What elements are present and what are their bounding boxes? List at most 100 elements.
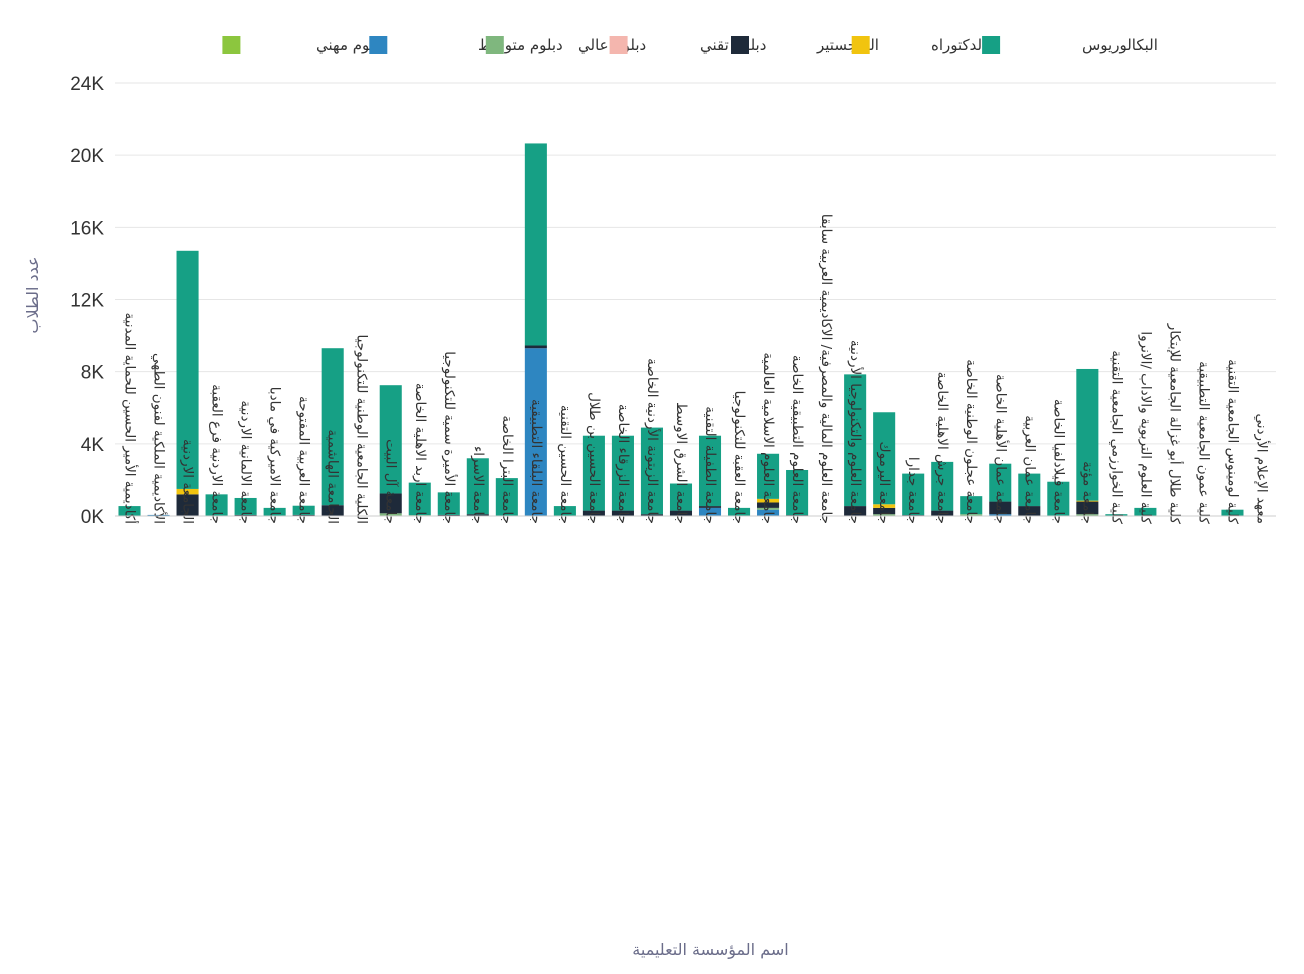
- bar-segment[interactable]: [176, 250, 199, 489]
- legend-swatch[interactable]: [982, 36, 1001, 54]
- legend-swatch[interactable]: [609, 36, 628, 54]
- bar-segment[interactable]: [234, 514, 257, 516]
- x-tick-label: كلية طلال أبو غزالة الجامعية للإبتكار: [1166, 323, 1184, 525]
- legend-swatch[interactable]: [731, 36, 749, 54]
- x-tick-label: جامعة فيلادلفيا الخاصة: [1050, 399, 1066, 524]
- bar-segment[interactable]: [611, 435, 634, 511]
- gridlines: [115, 82, 1276, 445]
- bars: [118, 143, 1244, 516]
- bar-segment[interactable]: [321, 348, 344, 506]
- bar-segment[interactable]: [437, 514, 460, 516]
- bar-segment[interactable]: [786, 469, 809, 516]
- bar-segment[interactable]: [1105, 514, 1128, 516]
- bar-segment[interactable]: [757, 502, 780, 508]
- bar-segment[interactable]: [757, 453, 780, 499]
- legend-swatch[interactable]: [222, 36, 241, 54]
- y-tick-label: 24K: [70, 74, 104, 95]
- bar-segment[interactable]: [1018, 506, 1041, 516]
- y-axis-title: عدد الطلاب: [23, 256, 42, 333]
- bar-segment[interactable]: [176, 488, 199, 495]
- bar-segment[interactable]: [1221, 509, 1244, 516]
- bar-segment[interactable]: [321, 505, 344, 516]
- x-tick-label: جامعة عمان الأهلية الخاصة: [992, 374, 1009, 524]
- bar-segment[interactable]: [698, 506, 722, 508]
- bar-segment[interactable]: [669, 510, 693, 516]
- bar-segment[interactable]: [524, 345, 547, 349]
- bar-segment[interactable]: [553, 506, 576, 516]
- bar-segment[interactable]: [437, 492, 460, 515]
- bar-segment[interactable]: [118, 506, 141, 516]
- bar-segment[interactable]: [495, 478, 518, 516]
- bar-segment[interactable]: [234, 497, 257, 515]
- bar-segment[interactable]: [844, 506, 867, 516]
- x-tick-label: جامعة الاميركية في مادبا: [267, 387, 283, 524]
- bar-segment[interactable]: [205, 494, 228, 516]
- bar-segment[interactable]: [989, 501, 1012, 515]
- x-tick-label: جامعة العلوم المالية والمصرفية/ الاكاديم…: [818, 214, 834, 524]
- bar-segment[interactable]: [873, 507, 896, 515]
- bar-segment[interactable]: [1076, 501, 1099, 515]
- x-tick-label: الجامعة الهاشمية: [325, 429, 341, 524]
- bar-segment[interactable]: [1018, 473, 1041, 507]
- x-tick-label: كلية الخوارزمي الجامعية التقنية: [1108, 350, 1124, 524]
- legend-swatch[interactable]: [369, 36, 388, 54]
- bar-segment[interactable]: [466, 458, 489, 515]
- legend-label[interactable]: الدكتوراه: [931, 36, 986, 54]
- bar-segment[interactable]: [873, 504, 896, 508]
- bar-segment[interactable]: [524, 348, 547, 516]
- bar-segment[interactable]: [1134, 507, 1157, 516]
- bar-segment[interactable]: [1076, 514, 1099, 516]
- bar-segment[interactable]: [989, 514, 1012, 516]
- bar-segment[interactable]: [960, 514, 983, 516]
- bar-segment[interactable]: [640, 514, 663, 516]
- bar-segment[interactable]: [640, 427, 663, 515]
- bar-segment[interactable]: [989, 463, 1012, 502]
- bar-segment[interactable]: [379, 493, 402, 514]
- bar-segment[interactable]: [466, 514, 489, 516]
- bar-segment[interactable]: [873, 514, 896, 516]
- x-tick-label: الأكاديمية الملكية لفنون الطهي: [151, 353, 168, 524]
- bar-segment[interactable]: [669, 483, 693, 511]
- bar-segment[interactable]: [757, 498, 780, 503]
- bar-segment[interactable]: [292, 505, 315, 515]
- y-tick-label: 8K: [81, 363, 105, 384]
- bar-segment[interactable]: [611, 510, 634, 516]
- bar-segment[interactable]: [873, 412, 896, 505]
- bar-segment[interactable]: [931, 461, 954, 511]
- bar-segment[interactable]: [1076, 500, 1099, 502]
- bar-segment[interactable]: [757, 509, 780, 516]
- bar-segment[interactable]: [292, 514, 315, 516]
- bar-segment[interactable]: [1076, 368, 1099, 501]
- bar-segment[interactable]: [147, 514, 170, 516]
- legend-label[interactable]: دبلوم مهني: [316, 36, 386, 55]
- bar-segment[interactable]: [263, 507, 286, 516]
- bar-segment[interactable]: [524, 143, 547, 346]
- x-tick-label: جامعة البترا الخاصة: [499, 415, 515, 524]
- bar-segment[interactable]: [379, 513, 402, 516]
- bar-segment[interactable]: [408, 482, 431, 516]
- x-tick-label: جامعة اليرموك: [876, 442, 892, 524]
- x-tick-label: جامعة الطفيلة التقنية: [702, 406, 718, 524]
- legend-swatch[interactable]: [851, 36, 870, 54]
- x-tick-label: جامعة جدارا: [905, 457, 921, 524]
- x-tick-label: معهد الإعلام الأردني: [1253, 413, 1270, 524]
- x-tick-label: جامعة الأميرة سمية للتكنولوجيا: [441, 351, 458, 524]
- legend-label[interactable]: البكالوريوس: [1082, 36, 1158, 54]
- bar-segment[interactable]: [1047, 481, 1070, 516]
- bar-segment[interactable]: [844, 374, 867, 507]
- bar-segment[interactable]: [582, 510, 605, 516]
- legend-swatch[interactable]: [485, 36, 504, 54]
- bar-segment[interactable]: [931, 510, 954, 516]
- bar-segment[interactable]: [176, 494, 199, 516]
- bar-segment[interactable]: [728, 507, 751, 516]
- bar-segment[interactable]: [582, 435, 605, 511]
- bar-segment[interactable]: [698, 435, 722, 507]
- x-tick-label: جامعة البلقاء التطبيقية: [528, 399, 544, 524]
- bar-segment[interactable]: [379, 385, 402, 494]
- bar-segment[interactable]: [757, 507, 780, 510]
- x-tick-label: كلية لومينوس الجامعية التقنية: [1224, 359, 1240, 524]
- x-tick-label: أكاديمية الأمير الحسين للحماية المدنية: [122, 312, 140, 524]
- bar-segment[interactable]: [698, 507, 722, 516]
- bar-segment[interactable]: [902, 473, 925, 516]
- bar-segment[interactable]: [960, 496, 983, 515]
